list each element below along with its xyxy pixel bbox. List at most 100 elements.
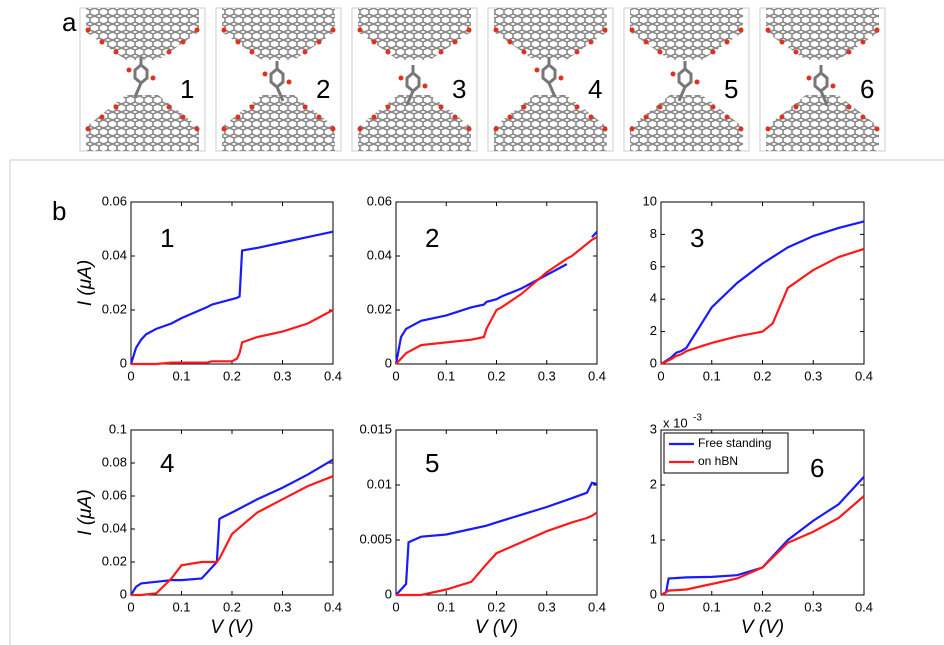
oxygen (494, 127, 499, 132)
oxygen (766, 127, 771, 132)
oxygen (467, 28, 472, 33)
oxygen (522, 105, 527, 110)
y-tick-label: 1 (650, 531, 657, 546)
frame-number: 4 (588, 74, 602, 104)
oxygen (222, 28, 227, 33)
oxygen (535, 68, 540, 73)
oxygen (386, 105, 391, 110)
oxygen (739, 28, 744, 33)
y-tick-label: 10 (643, 193, 657, 208)
oxygen (317, 115, 322, 120)
y-tick-label: 2 (650, 476, 657, 491)
oxygen (303, 105, 308, 110)
oxygen (575, 105, 580, 110)
y-scale-base: x 10 (663, 415, 688, 430)
y-tick-label: 0 (650, 586, 657, 601)
oxygen (114, 50, 119, 55)
y-tick-label: 0.06 (367, 193, 392, 208)
oxygen (331, 28, 336, 33)
x-tick-label: 0.1 (172, 368, 190, 383)
x-tick-label: 0.4 (324, 599, 342, 614)
oxygen (589, 115, 594, 120)
oxygen (559, 76, 564, 81)
x-tick-label: 0.3 (538, 599, 556, 614)
oxygen (630, 28, 635, 33)
oxygen (725, 40, 730, 45)
y-scale-exponent: -3 (693, 413, 702, 424)
oxygen (181, 40, 186, 45)
frame-number: 3 (452, 74, 466, 104)
oxygen (86, 127, 91, 132)
oxygen (114, 105, 119, 110)
x-tick-label: 0.4 (324, 368, 342, 383)
legend-label: Free standing (698, 436, 771, 450)
panel-number: 4 (160, 448, 174, 478)
y-tick-label: 3 (650, 421, 657, 436)
oxygen (263, 72, 268, 77)
x-tick-label: 0.3 (804, 368, 822, 383)
oxygen (794, 105, 799, 110)
y-tick-label: 0.06 (102, 487, 127, 502)
x-tick-label: 0.4 (588, 599, 606, 614)
oxygen (127, 68, 132, 73)
panel-number: 1 (160, 223, 174, 253)
x-axis-label: V (V) (741, 617, 784, 638)
y-tick-label: 4 (650, 291, 657, 306)
x-tick-label: 0 (127, 368, 134, 383)
oxygen (236, 115, 241, 120)
figure: a b 12345600.020.040.0600.10.20.30.41I (… (0, 0, 944, 645)
panel-number: 3 (690, 223, 704, 253)
oxygen (875, 127, 880, 132)
x-tick-label: 0.4 (588, 368, 606, 383)
oxygen (100, 40, 105, 45)
oxygen (250, 50, 255, 55)
oxygen (711, 105, 716, 110)
x-tick-label: 0.1 (437, 599, 455, 614)
panel-label: b (52, 196, 66, 226)
oxygen (222, 127, 227, 132)
frame-number: 5 (724, 74, 738, 104)
oxygen (181, 115, 186, 120)
oxygen (287, 80, 292, 85)
x-tick-label: 0 (127, 599, 134, 614)
oxygen (807, 76, 812, 81)
oxygen (386, 50, 391, 55)
y-tick-label: 0.04 (367, 247, 392, 262)
oxygen (331, 127, 336, 132)
frame-number: 2 (316, 74, 330, 104)
x-tick-label: 0.2 (223, 368, 241, 383)
oxygen (603, 28, 608, 33)
oxygen (861, 115, 866, 120)
panel-number: 5 (425, 448, 439, 478)
oxygen (195, 28, 200, 33)
x-tick-label: 0 (657, 368, 664, 383)
oxygen (372, 115, 377, 120)
oxygen (630, 127, 635, 132)
oxygen (399, 76, 404, 81)
oxygen (522, 50, 527, 55)
oxygen (467, 127, 472, 132)
oxygen (100, 115, 105, 120)
y-tick-label: 0 (650, 355, 657, 370)
x-tick-label: 0 (392, 599, 399, 614)
oxygen (794, 50, 799, 55)
oxygen (847, 105, 852, 110)
chart: 00.020.040.0600.10.20.30.42 (367, 193, 606, 383)
oxygen (508, 115, 513, 120)
oxygen (423, 84, 428, 89)
oxygen (372, 40, 377, 45)
x-tick-label: 0.2 (223, 599, 241, 614)
y-tick-label: 2 (650, 323, 657, 338)
y-tick-label: 0.08 (102, 454, 127, 469)
oxygen (236, 40, 241, 45)
chart: 024681000.10.20.30.43 (643, 193, 874, 383)
x-tick-label: 0.2 (487, 599, 505, 614)
y-tick-label: 6 (650, 258, 657, 273)
oxygen (603, 127, 608, 132)
frame-number: 6 (860, 74, 874, 104)
x-tick-label: 0.1 (703, 599, 721, 614)
oxygen (195, 127, 200, 132)
oxygen (711, 50, 716, 55)
oxygen (725, 115, 730, 120)
